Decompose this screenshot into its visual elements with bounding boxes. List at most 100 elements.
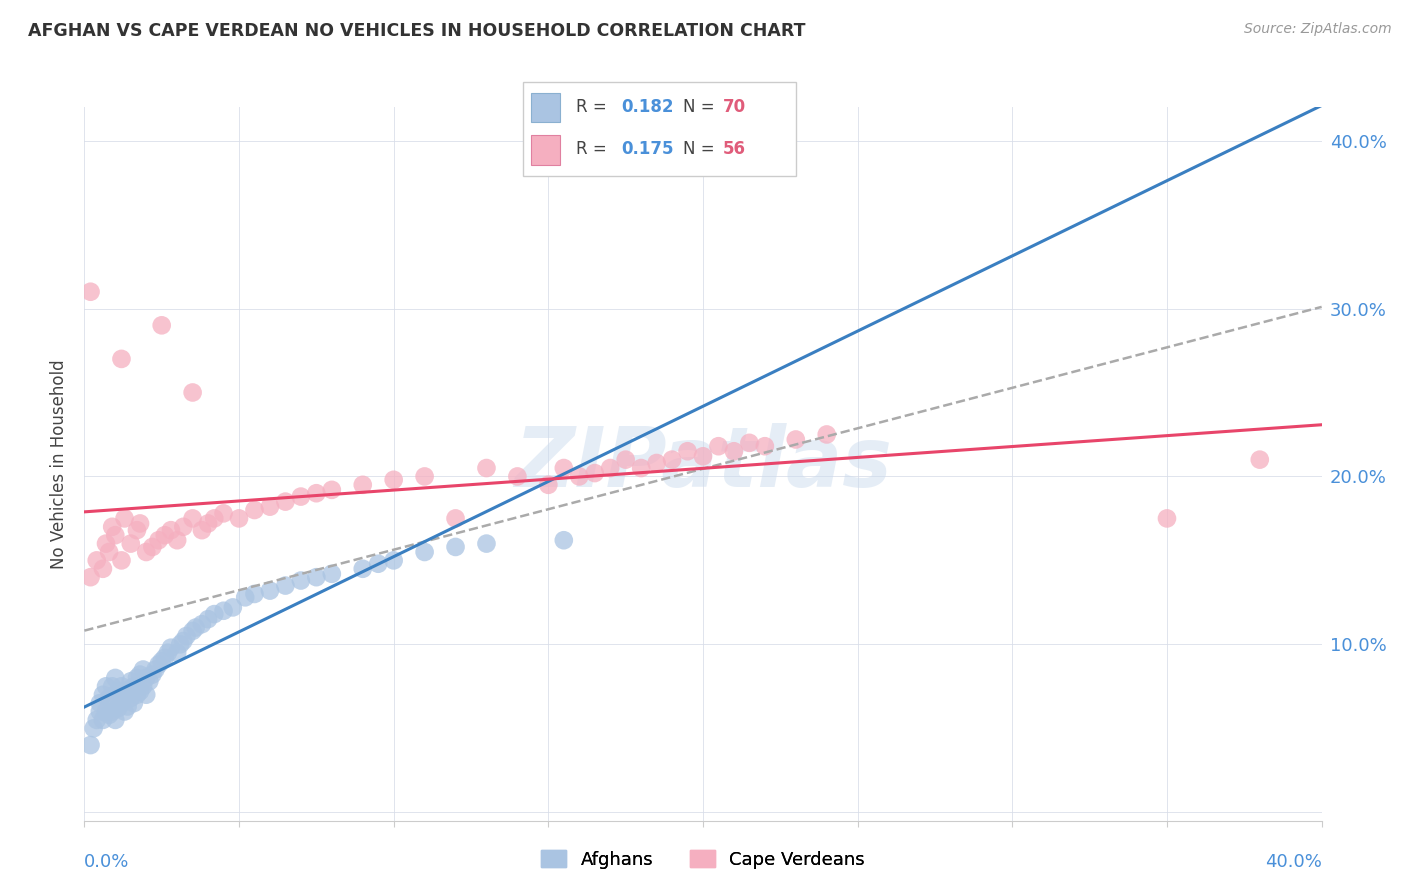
Point [172, 520, 194, 534]
Text: N =: N = [683, 98, 720, 116]
Point [153, 650, 176, 665]
Point [91, 688, 114, 702]
Legend: Afghans, Cape Verdeans: Afghans, Cape Verdeans [541, 850, 865, 869]
Point [98, 545, 121, 559]
Text: R =: R = [576, 140, 613, 158]
Point [172, 634, 194, 648]
Text: R =: R = [576, 98, 613, 116]
Text: 70: 70 [723, 98, 745, 116]
Point [599, 461, 621, 475]
Point [114, 688, 136, 702]
Point [413, 545, 436, 559]
Point [176, 629, 198, 643]
Point [94, 705, 117, 719]
Point [160, 640, 183, 655]
Point [132, 679, 155, 693]
Point [181, 385, 204, 400]
Text: 56: 56 [723, 140, 745, 158]
Point [707, 439, 730, 453]
Point [125, 523, 148, 537]
Point [79, 285, 101, 299]
Point [506, 469, 529, 483]
Point [568, 469, 591, 483]
Point [110, 696, 132, 710]
Point [630, 461, 652, 475]
Point [537, 478, 560, 492]
Point [86, 553, 108, 567]
Point [815, 427, 838, 442]
Point [94, 679, 117, 693]
FancyBboxPatch shape [523, 82, 796, 177]
Point [141, 667, 163, 681]
Point [202, 511, 225, 525]
Point [104, 696, 127, 710]
Point [129, 516, 152, 531]
Point [104, 688, 127, 702]
Point [259, 583, 281, 598]
Point [305, 570, 328, 584]
Point [104, 671, 127, 685]
Point [110, 553, 132, 567]
Point [120, 691, 142, 706]
Point [233, 591, 256, 605]
Text: 0.182: 0.182 [621, 98, 673, 116]
Point [676, 444, 699, 458]
Point [222, 600, 245, 615]
Point [197, 516, 219, 531]
FancyBboxPatch shape [531, 136, 560, 165]
Point [583, 466, 606, 480]
Point [259, 500, 281, 514]
Point [191, 523, 214, 537]
Point [79, 570, 101, 584]
Point [181, 624, 204, 638]
Point [138, 674, 160, 689]
Text: 40.0%: 40.0% [1265, 853, 1322, 871]
Point [754, 439, 776, 453]
Point [274, 578, 297, 592]
Point [101, 520, 124, 534]
Point [89, 696, 111, 710]
Text: Source: ZipAtlas.com: Source: ZipAtlas.com [1244, 22, 1392, 37]
Point [321, 566, 343, 581]
Point [228, 511, 250, 525]
Point [352, 562, 374, 576]
Point [153, 528, 176, 542]
Point [191, 617, 214, 632]
Point [444, 540, 467, 554]
Point [274, 494, 297, 508]
Point [321, 483, 343, 497]
Point [166, 646, 188, 660]
Point [1156, 511, 1178, 525]
Point [290, 490, 312, 504]
FancyBboxPatch shape [531, 93, 560, 122]
Point [150, 654, 173, 668]
Point [120, 674, 142, 689]
Point [181, 511, 204, 525]
Point [94, 536, 117, 550]
Point [166, 533, 188, 548]
Point [614, 452, 637, 467]
Point [89, 705, 111, 719]
Y-axis label: No Vehicles in Household: No Vehicles in Household [49, 359, 67, 569]
Point [352, 478, 374, 492]
Point [290, 574, 312, 588]
Point [723, 444, 745, 458]
Text: N =: N = [683, 140, 720, 158]
Point [148, 533, 170, 548]
Point [367, 557, 389, 571]
Text: 0.175: 0.175 [621, 140, 673, 158]
Point [150, 318, 173, 333]
Point [382, 473, 405, 487]
Point [413, 469, 436, 483]
Point [197, 612, 219, 626]
Point [98, 691, 121, 706]
Point [553, 533, 575, 548]
Point [305, 486, 328, 500]
Point [135, 671, 157, 685]
Point [125, 671, 148, 685]
Text: AFGHAN VS CAPE VERDEAN NO VEHICLES IN HOUSEHOLD CORRELATION CHART: AFGHAN VS CAPE VERDEAN NO VEHICLES IN HO… [28, 22, 806, 40]
Point [382, 553, 405, 567]
Point [83, 721, 105, 735]
Point [444, 511, 467, 525]
Point [117, 682, 139, 697]
